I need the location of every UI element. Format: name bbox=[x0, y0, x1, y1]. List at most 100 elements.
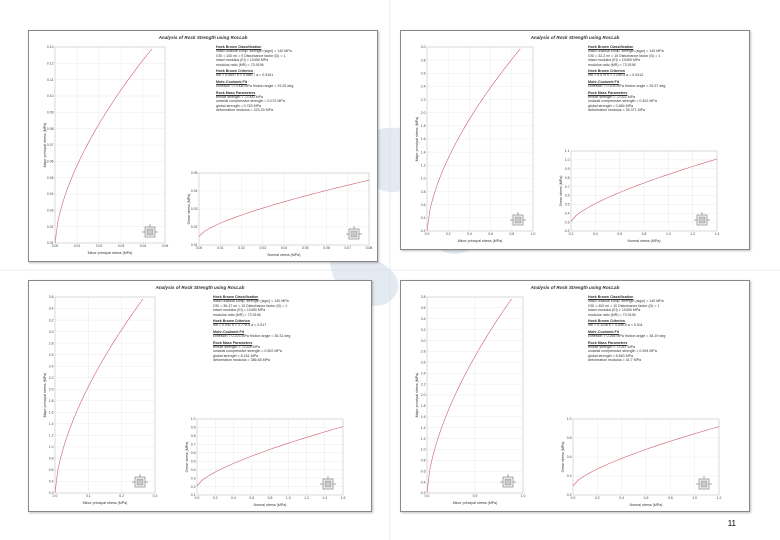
section-heading: Hoek Brown Criterion bbox=[216, 69, 253, 74]
parameter-line: GSI = 100 mi = 9 Disturbance factor (D) … bbox=[216, 53, 286, 58]
y-axis-label: Shear stress (MPa) bbox=[185, 442, 189, 473]
parameters-block: Hoek Brown Classification intact uniaxial… bbox=[216, 45, 293, 113]
parameters-block: Hoek Brown Classification intact uniaxial… bbox=[213, 295, 290, 363]
x-tick-label: 0.04 bbox=[281, 246, 288, 250]
shear-normal-stress-chart: 0.0 0.2 0.4 0.6 0.8 1.0 1.2 0.2 0.4 0.6 0.8 1.0 Norm… bbox=[561, 417, 721, 507]
y-tick-label: 0.1 bbox=[191, 493, 196, 497]
report-panel-bottom-right: Analysis of Rock Strength using RocLab H… bbox=[400, 280, 750, 512]
rock-sample-icon bbox=[510, 212, 526, 226]
parameter-line: uniaxial compressive strength = 0.072 MP… bbox=[216, 99, 285, 104]
y-tick-label: 0.6 bbox=[567, 455, 572, 459]
y-tick-label: 1.1 bbox=[565, 149, 570, 153]
failure-envelope-line bbox=[54, 298, 144, 494]
y-tick-label: 0.05 bbox=[191, 171, 198, 175]
y-tick-label: 3.6 bbox=[49, 295, 54, 299]
x-axis-label: Normal stress (MPa) bbox=[254, 503, 287, 507]
shear-normal-stress-chart: 0.2 0.4 0.6 0.8 1.0 1.2 1.4 0.2 0.3 0.4 0.5 0.6 0.7 0… bbox=[559, 149, 719, 243]
y-tick-label: 2.2 bbox=[49, 376, 54, 380]
section-heading: Mohr-Coulomb Fit bbox=[216, 79, 247, 84]
y-tick-label: 2.0 bbox=[421, 393, 426, 397]
y-tick-label: 2.4 bbox=[49, 364, 54, 368]
parameter-line: tensile strength = -0.047 MPa bbox=[588, 345, 636, 350]
y-tick-label: 0.8 bbox=[421, 190, 426, 194]
y-tick-label: 0.05 bbox=[47, 176, 54, 180]
y-tick-label: 0.8 bbox=[567, 436, 572, 440]
parameter-line: uniaxial compressive strength = 0.994 MP… bbox=[588, 349, 657, 354]
principal-stress-chart: 0.0 0.1 0.2 0.3 0.2 0.4 0.6 0.8 1.0 1.2 1.4 1.6 1.8 2… bbox=[43, 295, 157, 505]
y-tick-label: 0.2 bbox=[49, 491, 54, 495]
failure-envelope-line bbox=[426, 48, 521, 232]
y-tick-label: 2.2 bbox=[421, 98, 426, 102]
parameter-line: deformation modulus = 41.7 MPa bbox=[588, 358, 642, 363]
y-tick-label: 0.6 bbox=[421, 203, 426, 207]
y-tick-label: 1.0 bbox=[49, 445, 54, 449]
parameter-line: cohesion = 0.105 MPa friction angle = 39… bbox=[588, 84, 666, 89]
y-tick-label: 1.0 bbox=[565, 158, 570, 162]
section-heading: Mohr-Coulomb Fit bbox=[588, 329, 619, 334]
x-tick-label: 1.4 bbox=[715, 232, 720, 236]
principal-stress-chart: 0.0 0.2 0.4 0.6 0.8 1.0 0.2 0.4 0.6 0.8 1.0 1.2 1.4 1… bbox=[415, 45, 535, 243]
panel-title: Analysis of Rock Strength using RocLab bbox=[158, 35, 248, 40]
parameter-line: tensile strength = -0.022 MPa bbox=[588, 95, 636, 100]
y-tick-label: 0.6 bbox=[421, 469, 426, 473]
y-tick-label: 2.6 bbox=[421, 71, 426, 75]
report-panel-top-left: Analysis of Rock Strength using RocLab H… bbox=[28, 30, 378, 262]
x-tick-label: 1.0 bbox=[286, 496, 291, 500]
chart-svg: 0.0 0.2 0.4 0.6 0.8 1.00.20.40.60.81.01.21.41… bbox=[415, 45, 535, 243]
parameters-block: Hoek Brown Classification intact uniaxial… bbox=[588, 45, 665, 113]
parameter-line: intact uniaxial comp. strength (sigci) =… bbox=[216, 49, 292, 54]
section-heading: Rock Mass Parameters bbox=[213, 340, 253, 345]
failure-envelope-line bbox=[196, 426, 344, 487]
section-heading: Rock Mass Parameters bbox=[588, 340, 628, 345]
rock-sample-icon bbox=[142, 224, 158, 238]
x-tick-label: 0.04 bbox=[140, 244, 147, 248]
parameter-line: tensile strength = -0.000 MPa bbox=[216, 95, 264, 100]
x-tick-label: 0.8 bbox=[268, 496, 273, 500]
x-tick-label: 0.00 bbox=[52, 244, 59, 248]
y-tick-label: 0.2 bbox=[421, 491, 426, 495]
y-tick-label: 1.6 bbox=[421, 415, 426, 419]
y-tick-label: 0.5 bbox=[565, 203, 570, 207]
y-tick-label: 0.5 bbox=[191, 459, 196, 463]
y-tick-label: 0.8 bbox=[191, 434, 196, 438]
y-tick-label: 0.2 bbox=[565, 229, 570, 233]
x-tick-label: 0.2 bbox=[569, 232, 574, 236]
x-tick-label: 0.2 bbox=[595, 496, 600, 500]
x-tick-label: 0.8 bbox=[668, 496, 673, 500]
y-tick-label: 2.6 bbox=[421, 361, 426, 365]
chart-svg: 0.2 0.4 0.6 0.8 1.0 1.2 1.4 0.2 0.3 0.4 0.5 0.6 0.7 0… bbox=[559, 149, 719, 243]
rock-sample-icon bbox=[132, 474, 148, 488]
parameter-line: global strength = 0.684 MPa bbox=[588, 103, 634, 108]
section-heading: Mohr-Coulomb Fit bbox=[213, 329, 244, 334]
y-tick-label: 0.7 bbox=[191, 443, 196, 447]
parameter-line: GSI = 32.2 mi = 10 Disturbance factor (D… bbox=[588, 53, 661, 58]
y-tick-label: 0.6 bbox=[49, 468, 54, 472]
section-heading: Hoek Brown Criterion bbox=[588, 319, 625, 324]
x-tick-label: 0.08 bbox=[366, 246, 373, 250]
x-tick-label: 0.4 bbox=[619, 496, 624, 500]
parameter-line: tensile strength = -0.026 MPa bbox=[213, 345, 261, 350]
y-tick-label: 3.2 bbox=[49, 318, 54, 322]
rock-sample-icon bbox=[346, 226, 362, 240]
y-tick-label: 0.04 bbox=[47, 192, 54, 196]
parameters-block: Hoek Brown Classification intact uniaxial… bbox=[588, 295, 665, 363]
y-tick-label: 0.13 bbox=[47, 45, 54, 49]
y-tick-label: 0.04 bbox=[191, 189, 198, 193]
x-tick-label: 0.07 bbox=[344, 246, 351, 250]
y-tick-label: 1.0 bbox=[567, 417, 572, 421]
y-tick-label: 1.4 bbox=[421, 426, 426, 430]
y-axis-label: Shear stress (MPa) bbox=[559, 176, 563, 207]
x-axis-label: Normal stress (MPa) bbox=[630, 503, 663, 507]
parameter-line: deformation modulus = 386.65 MPa bbox=[213, 358, 271, 363]
section-heading: Hoek Brown Classification bbox=[588, 45, 634, 49]
parameter-line: modulus ratio (MR) = 73.9196 bbox=[588, 312, 636, 317]
y-tick-label: 3.4 bbox=[49, 307, 54, 311]
x-tick-label: 0.6 bbox=[617, 232, 622, 236]
chart-svg: 0.0 0.2 0.4 0.6 0.8 1.0 1.2 1.4 1.6 0.1 0.2 0.3 0.4 0… bbox=[185, 417, 345, 507]
y-tick-label: 0.7 bbox=[565, 185, 570, 189]
y-tick-label: 0.4 bbox=[191, 468, 196, 472]
principal-stress-chart: 0.0 0.5 1.0 0.2 0.4 0.6 0.8 1.0 1.2 1.4 1.6 1.8 2.0 2… bbox=[415, 295, 525, 505]
panel-title: Analysis of Rock Strength using RocLab bbox=[530, 35, 620, 40]
y-tick-label: 0.02 bbox=[47, 225, 54, 229]
y-tick-label: 1.8 bbox=[49, 399, 54, 403]
